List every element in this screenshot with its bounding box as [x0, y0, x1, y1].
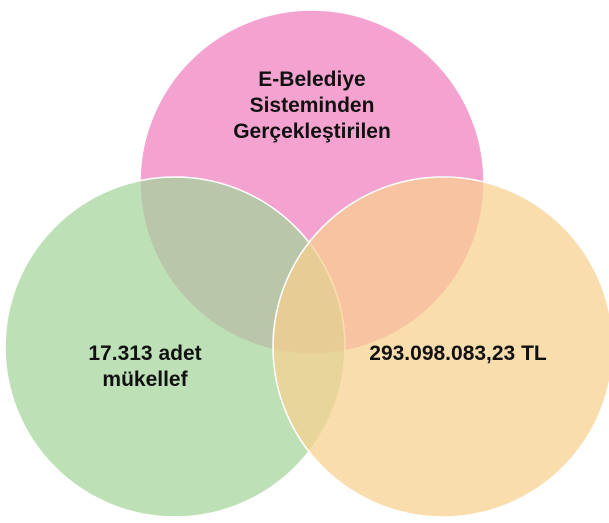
circle-top-label-line-1: E-Belediye: [258, 68, 366, 91]
circle-left-label: 17.313 adet mükellef: [45, 341, 245, 393]
circle-top-label-line-3: Gerçekleştirilen: [233, 120, 391, 143]
circle-top-label-line-2: Sisteminden: [249, 94, 375, 117]
circle-left-label-line-1: 17.313 adet: [88, 342, 202, 365]
circle-top-label: E-Belediye Sisteminden Gerçekleştirilen: [212, 67, 412, 145]
circle-right: [272, 176, 609, 518]
circle-right-label-line-1: 293.098.083,23 TL: [369, 342, 547, 365]
circle-left-label-line-2: mükellef: [102, 368, 188, 391]
circle-right-label: 293.098.083,23 TL: [338, 341, 578, 367]
